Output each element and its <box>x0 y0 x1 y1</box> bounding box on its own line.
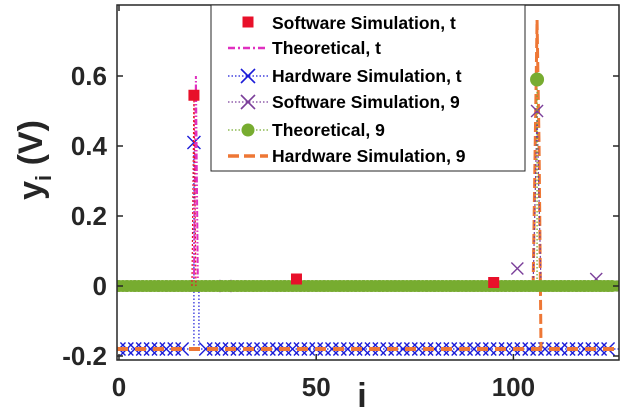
axis-ticks: 0 50 100-0.200.20.40.6 <box>62 5 619 402</box>
legend-marker-hardware-t <box>240 68 256 84</box>
x-axis-label: i <box>357 377 366 415</box>
software-9-peak-marker <box>510 262 524 275</box>
legend-marker-software-t <box>242 16 254 28</box>
theoretical-9-circle-marker <box>606 280 618 292</box>
x-tick-label: 0 <box>112 372 126 402</box>
legend-marker-theoretical-9 <box>241 123 255 137</box>
series-theoretical-9 <box>117 72 619 292</box>
legend: Software Simulation, t Theoretical, t Hard… <box>210 4 526 172</box>
legend-box <box>210 4 526 172</box>
legend-marker-software-9 <box>240 94 256 110</box>
software-t-square-marker <box>188 89 200 101</box>
legend-label: Hardware Simulation, 9 <box>272 146 466 166</box>
y-tick-label: -0.2 <box>62 341 107 371</box>
theoretical-9-peak-marker <box>530 72 545 87</box>
y-axis-label-main: y <box>12 181 50 200</box>
y-axis-label: yi (V) <box>12 120 56 200</box>
y-tick-label: 0.6 <box>71 61 107 91</box>
software-t-spike <box>191 95 197 287</box>
hardware-t-peak-marker <box>186 135 201 150</box>
software-t-square-marker <box>290 273 302 285</box>
legend-label: Theoretical, 9 <box>272 120 385 140</box>
series-software-t <box>188 89 500 288</box>
y-tick-label: 0 <box>93 271 107 301</box>
legend-label: Software Simulation, 9 <box>272 92 460 112</box>
y-axis-label-subscript: i <box>31 175 56 181</box>
legend-label: Theoretical, t <box>272 38 381 58</box>
legend-label: Software Simulation, t <box>272 13 456 33</box>
x-tick-label: 100 <box>492 372 535 402</box>
y-axis-label-unit: (V) <box>12 120 50 175</box>
software-t-square-marker <box>488 277 500 288</box>
y-tick-label: 0.4 <box>71 131 108 161</box>
y-tick-label: 0.2 <box>71 201 107 231</box>
hardware-t-x-marker <box>175 342 190 356</box>
legend-label: Hardware Simulation, t <box>272 66 462 86</box>
chart-marks <box>117 19 619 356</box>
theoretical-t-spike <box>192 75 199 287</box>
x-tick-label: 50 <box>302 372 331 402</box>
